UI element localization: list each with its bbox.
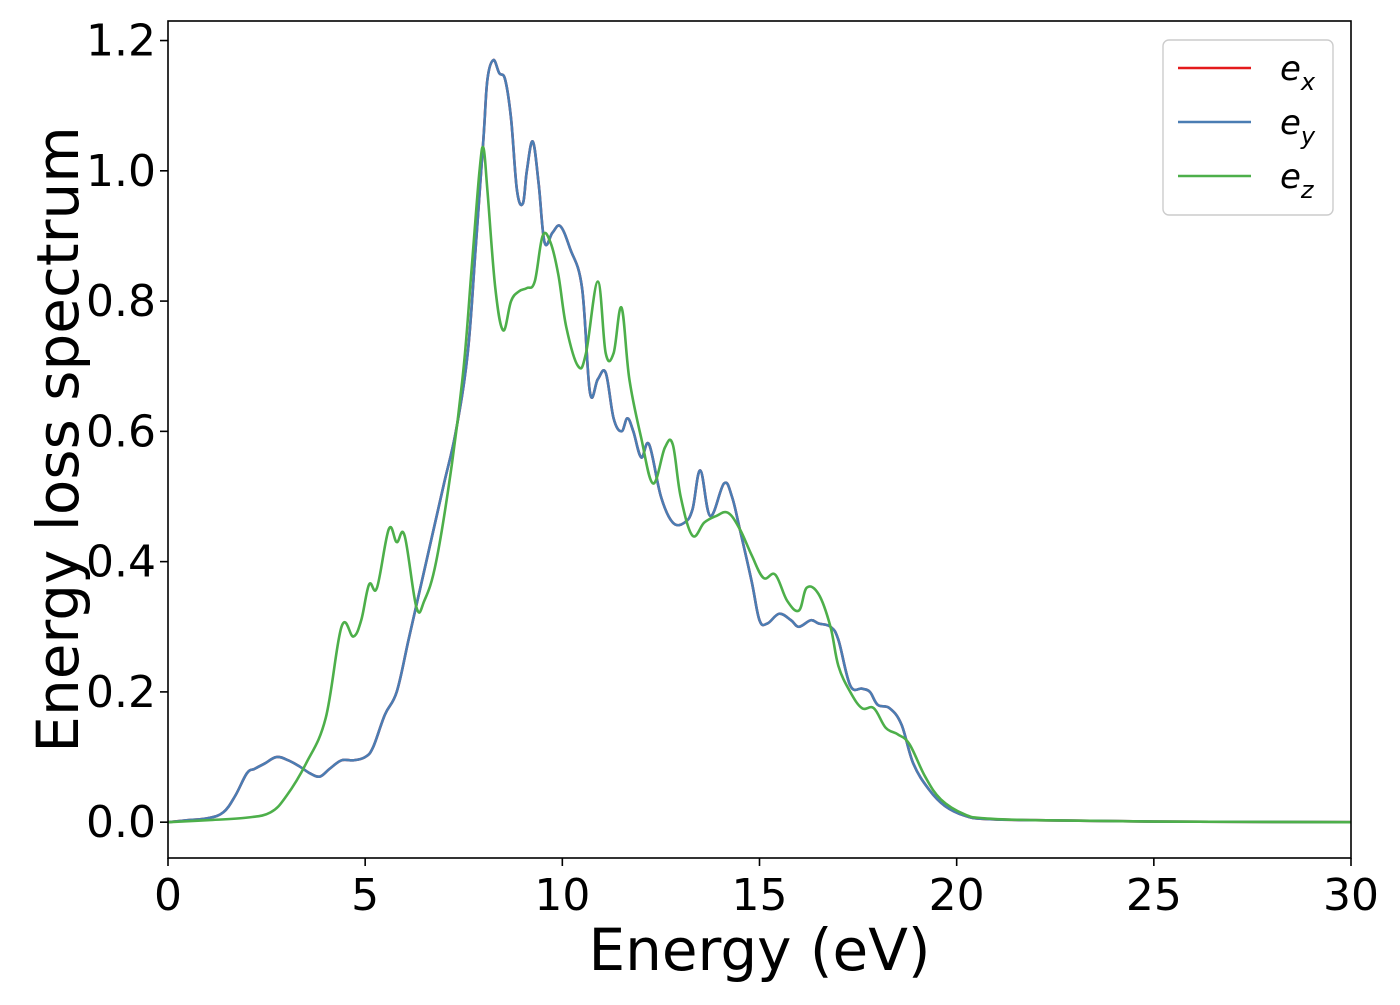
series-line-ey	[168, 58, 1351, 824]
y-tick-label: 0.0	[86, 797, 156, 848]
y-tick-label: 0.8	[86, 276, 156, 327]
x-tick-label: 30	[1323, 870, 1379, 921]
y-axis-ticks: 0.0 0.2 0.4 0.6 0.8 1.0 1.2	[86, 16, 168, 848]
series-layer	[168, 58, 1351, 824]
series-line-ez	[168, 145, 1351, 824]
x-tick-label: 5	[351, 870, 379, 921]
legend-label-subscript: x	[1300, 68, 1316, 96]
legend-label-subscript: y	[1300, 122, 1316, 150]
y-tick-label: 0.6	[86, 406, 156, 457]
y-tick-label: 1.2	[86, 16, 156, 67]
x-tick-label: 10	[534, 870, 590, 921]
y-tick-label: 0.4	[86, 537, 156, 588]
x-tick-label: 15	[732, 870, 788, 921]
legend-label-subscript: z	[1300, 176, 1315, 204]
x-tick-label: 20	[929, 870, 985, 921]
x-tick-label: 0	[154, 870, 182, 921]
legend-frame	[1162, 39, 1334, 216]
x-tick-label: 25	[1126, 870, 1182, 921]
y-tick-label: 1.0	[86, 146, 156, 197]
y-tick-label: 0.2	[86, 667, 156, 718]
y-axis-title: Energy loss spectrum	[24, 126, 92, 752]
x-axis-title: Energy (eV)	[588, 916, 930, 984]
x-axis-ticks: 0 5 10 15 20 25 30	[154, 858, 1379, 921]
